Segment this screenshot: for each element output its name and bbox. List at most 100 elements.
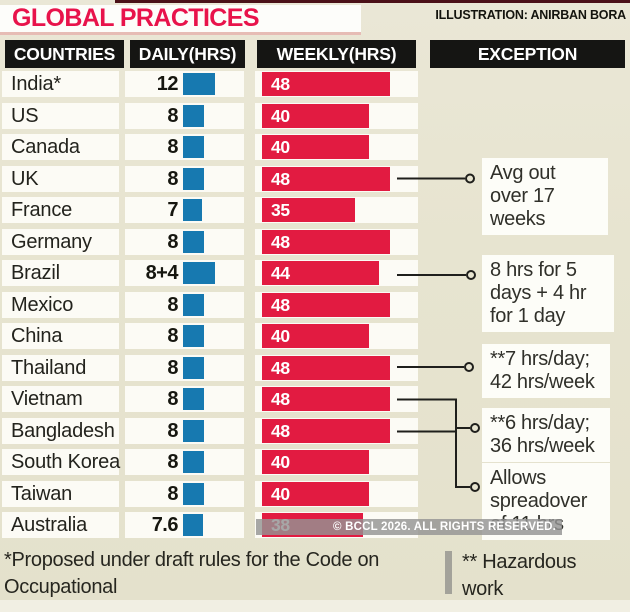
daily-cell: 8 bbox=[125, 354, 244, 381]
daily-value: 8 bbox=[167, 388, 178, 410]
daily-cell: 8 bbox=[125, 323, 244, 349]
country-label: China bbox=[11, 325, 63, 347]
country-label: Thailand bbox=[11, 356, 87, 379]
country-label: Mexico bbox=[11, 293, 74, 316]
country-cell: China bbox=[2, 323, 119, 349]
exception-callout-brazil: 8 hrs for 5 days + 4 hr for 1 day bbox=[482, 255, 614, 332]
daily-hours-bar bbox=[183, 356, 204, 379]
exception-callout-uk: Avg out over 17 weeks bbox=[482, 158, 608, 235]
country-cell: Taiwan bbox=[2, 480, 119, 507]
weekly-value: 48 bbox=[271, 74, 290, 94]
daily-hours-bar bbox=[183, 419, 204, 442]
connector-dot-thailand bbox=[464, 362, 474, 372]
weekly-cell: 48 bbox=[255, 228, 418, 255]
country-label: India* bbox=[11, 73, 61, 95]
connector-dot-uk bbox=[465, 173, 475, 184]
connector-dot-australia bbox=[470, 482, 480, 492]
daily-cell: 7 bbox=[125, 197, 244, 223]
weekly-value: 40 bbox=[271, 137, 290, 157]
weekly-hours-bar: 40 bbox=[262, 324, 369, 348]
daily-cell: 8 bbox=[125, 165, 244, 192]
title-underline bbox=[0, 32, 361, 35]
daily-hours-bar bbox=[183, 104, 204, 127]
daily-value: 8 bbox=[167, 482, 178, 505]
country-cell: Mexico bbox=[2, 291, 119, 318]
country-label: Vietnam bbox=[11, 388, 83, 410]
country-label: Brazil bbox=[11, 262, 60, 284]
weekly-cell: 40 bbox=[255, 323, 418, 349]
daily-cell: 8 bbox=[125, 480, 244, 507]
weekly-value: 40 bbox=[271, 105, 290, 126]
daily-cell: 8 bbox=[125, 134, 244, 160]
column-header-exception: EXCEPTION bbox=[430, 40, 625, 68]
daily-value: 8 bbox=[167, 167, 178, 190]
daily-value: 8 bbox=[167, 230, 178, 253]
daily-hours-bar bbox=[183, 199, 202, 221]
country-label: Canada bbox=[11, 136, 80, 158]
illustration-credit: ILLUSTRATION: ANIRBAN BORA bbox=[435, 8, 626, 22]
daily-value: 12 bbox=[156, 73, 179, 95]
daily-value: 8 bbox=[167, 356, 178, 379]
weekly-cell: 48 bbox=[255, 71, 418, 97]
weekly-value: 40 bbox=[271, 326, 290, 346]
country-cell: Vietnam bbox=[2, 386, 119, 412]
daily-hours-bar bbox=[183, 451, 204, 473]
weekly-cell: 40 bbox=[255, 449, 418, 475]
daily-hours-bar bbox=[183, 482, 204, 505]
weekly-value: 48 bbox=[271, 168, 290, 189]
exception-callout-thailand: **7 hrs/day; 42 hrs/week bbox=[482, 344, 610, 398]
country-cell: Thailand bbox=[2, 354, 119, 381]
weekly-value: 35 bbox=[271, 200, 290, 220]
weekly-cell: 40 bbox=[255, 480, 418, 507]
weekly-hours-bar: 40 bbox=[262, 450, 369, 474]
daily-cell: 8 bbox=[125, 449, 244, 475]
daily-hours-bar bbox=[183, 136, 204, 158]
weekly-hours-bar: 40 bbox=[262, 481, 369, 506]
weekly-cell: 35 bbox=[255, 197, 418, 223]
weekly-value: 48 bbox=[271, 294, 290, 315]
weekly-cell: 48 bbox=[255, 354, 418, 381]
connector-dot-brazil bbox=[466, 270, 476, 280]
weekly-value: 48 bbox=[271, 420, 290, 441]
exception-callout-vietnam-bangladesh: **6 hrs/day; 36 hrs/week bbox=[482, 408, 610, 462]
country-cell: Australia bbox=[2, 512, 119, 538]
country-label: Germany bbox=[11, 230, 92, 253]
country-label: US bbox=[11, 104, 39, 127]
weekly-hours-bar: 48 bbox=[262, 229, 390, 254]
weekly-hours-bar: 40 bbox=[262, 135, 369, 159]
daily-cell: 8 bbox=[125, 102, 244, 129]
daily-value: 8 bbox=[167, 419, 178, 442]
daily-hours-bar bbox=[183, 230, 204, 253]
daily-hours-bar bbox=[183, 262, 215, 284]
daily-hours-bar bbox=[183, 293, 204, 316]
weekly-hours-bar: 48 bbox=[262, 387, 390, 411]
weekly-hours-bar: 35 bbox=[262, 198, 355, 222]
weekly-cell: 48 bbox=[255, 291, 418, 318]
daily-value: 8+4 bbox=[145, 262, 179, 284]
country-label: France bbox=[11, 199, 73, 221]
weekly-cell: 40 bbox=[255, 134, 418, 160]
daily-value: 8 bbox=[167, 293, 178, 316]
country-cell: UK bbox=[2, 165, 119, 192]
country-cell: Germany bbox=[2, 228, 119, 255]
weekly-cell: 48 bbox=[255, 165, 418, 192]
weekly-hours-bar: 48 bbox=[262, 418, 390, 443]
copyright-watermark: © BCCL 2026. ALL RIGHTS RESERVED. bbox=[256, 519, 562, 535]
bottom-strip bbox=[0, 600, 630, 612]
country-label: South Korea bbox=[11, 451, 120, 473]
country-cell: India* bbox=[2, 71, 119, 97]
daily-cell: 8+4 bbox=[125, 260, 244, 286]
country-label: Bangladesh bbox=[11, 419, 115, 442]
country-label: Taiwan bbox=[11, 482, 73, 505]
daily-cell: 8 bbox=[125, 228, 244, 255]
weekly-hours-bar: 48 bbox=[262, 72, 390, 96]
daily-value: 7.6 bbox=[151, 514, 179, 536]
daily-value: 8 bbox=[167, 136, 178, 158]
weekly-cell: 48 bbox=[255, 417, 418, 444]
country-label: Australia bbox=[11, 514, 88, 536]
daily-value: 8 bbox=[167, 451, 178, 473]
title-band: GLOBAL PRACTICES bbox=[0, 5, 361, 32]
weekly-hours-bar: 48 bbox=[262, 166, 390, 191]
